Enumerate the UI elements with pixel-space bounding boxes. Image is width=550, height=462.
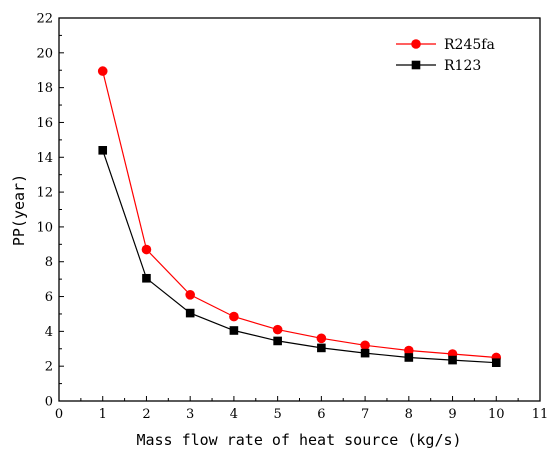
- y-axis: 0 2 4 6 8 10 12 14 16 18 20 22: [36, 12, 64, 410]
- y-tick-label: 14: [36, 151, 53, 166]
- x-tick-label: 0: [55, 407, 63, 422]
- y-tick-label: 10: [36, 220, 53, 235]
- legend-item-r123: R123: [396, 58, 481, 74]
- x-tick-label: 2: [142, 407, 150, 422]
- x-tick-label: 8: [405, 407, 413, 422]
- data-point-r123: [448, 355, 457, 365]
- data-point-r245fa: [272, 324, 283, 335]
- data-point-r245fa: [141, 244, 152, 255]
- data-point-r123: [317, 343, 326, 353]
- x-tick-label: 3: [186, 407, 194, 422]
- y-axis-title: PP(year): [10, 174, 28, 246]
- x-tick-label: 4: [230, 407, 238, 422]
- y-tick-label: 2: [45, 360, 53, 375]
- legend-item-r245fa: R245fa: [396, 37, 495, 53]
- x-axis: 0 1 2 3 4 5 6 7 8 9 10 11: [55, 396, 548, 422]
- data-point-r245fa: [404, 345, 414, 356]
- y-tick-label: 18: [36, 81, 53, 96]
- legend-marker-r245fa: [411, 39, 421, 49]
- x-tick-label: 7: [361, 407, 369, 422]
- data-point-r123: [98, 146, 108, 155]
- data-point-r123: [185, 308, 195, 318]
- x-tick-label: 11: [532, 407, 549, 422]
- data-point-r245fa: [185, 290, 195, 300]
- legend-label-r245fa: R245fa: [444, 37, 495, 53]
- series-line-r123: [102, 150, 497, 364]
- x-tick-label: 1: [99, 407, 107, 422]
- legend-label-r123: R123: [444, 58, 481, 74]
- y-tick-label: 6: [45, 290, 53, 305]
- data-point-r123: [491, 358, 501, 367]
- data-point-r245fa: [360, 340, 370, 351]
- x-tick-label: 10: [488, 407, 505, 422]
- x-tick-label: 6: [317, 407, 325, 422]
- legend-marker-r123: [411, 60, 421, 70]
- series-layer: [97, 66, 502, 367]
- y-tick-label: 0: [45, 395, 53, 410]
- x-axis-title: Mass flow rate of heat source (kg/s): [136, 431, 461, 449]
- data-point-r245fa: [229, 311, 239, 322]
- series-r123: [98, 146, 501, 367]
- series-r245fa: [97, 66, 502, 363]
- data-point-r123: [360, 348, 370, 358]
- data-point-r245fa: [97, 66, 108, 76]
- data-point-r245fa: [316, 333, 327, 344]
- y-tick-label: 20: [36, 46, 53, 61]
- x-tick-label: 9: [448, 407, 456, 422]
- y-tick-label: 4: [45, 325, 53, 340]
- data-point-r123: [142, 273, 151, 283]
- x-tick-label: 5: [273, 407, 281, 422]
- data-point-r123: [273, 336, 282, 346]
- y-tick-label: 16: [36, 116, 53, 131]
- y-tick-label: 22: [36, 12, 53, 27]
- y-tick-label: 8: [45, 255, 53, 270]
- data-point-r123: [229, 326, 239, 335]
- data-point-r123: [404, 353, 414, 362]
- legend: R245fa R123: [396, 37, 495, 74]
- series-line-r245fa: [102, 70, 497, 359]
- y-tick-label: 12: [36, 186, 53, 201]
- plot-frame: [58, 17, 541, 402]
